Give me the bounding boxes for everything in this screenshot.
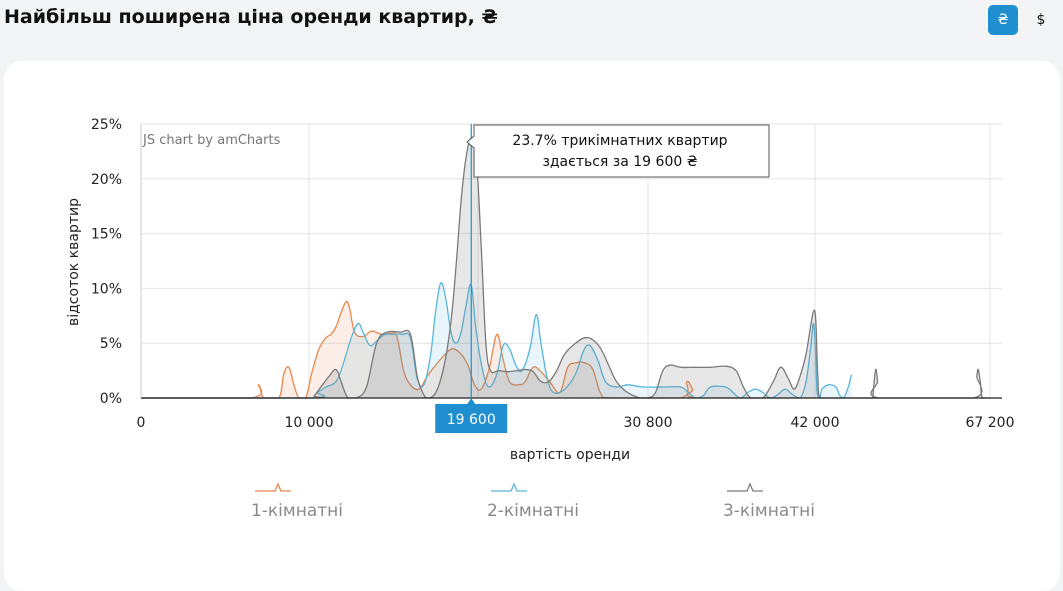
- y-tick-label: 5%: [100, 336, 122, 352]
- cursor-x-label-box: [435, 404, 508, 433]
- currency-usd-button[interactable]: $: [1026, 5, 1056, 35]
- legend-item-1[interactable]: 1-кімнатні: [251, 482, 343, 521]
- legend-marker: [255, 482, 291, 492]
- y-tick-label: 10%: [91, 281, 122, 297]
- chart-tooltip: 23.7% трикімнатних квартир здається за 1…: [466, 124, 770, 178]
- x-tick-label: 10 000: [285, 415, 334, 431]
- chart-cursor: 19 600: [435, 124, 508, 433]
- chart: JS chart by amCharts вартість оренди від…: [66, 117, 1015, 521]
- legend-label: 2-кімнатні: [487, 501, 579, 521]
- y-tick-label: 0%: [100, 391, 122, 407]
- legend-item-3[interactable]: 3-кімнатні: [723, 482, 815, 521]
- x-tick-label: 67 200: [966, 415, 1015, 431]
- x-tick-label: 0: [137, 415, 146, 431]
- tooltip-box: [466, 124, 770, 178]
- legend-item-2[interactable]: 2-кімнатні: [487, 482, 579, 521]
- x-axis-label: вартість оренди: [510, 447, 630, 463]
- page-title: Найбільш поширена ціна оренди квартир, ₴: [4, 6, 498, 28]
- y-axis-label: відсоток квартир: [66, 198, 82, 326]
- series-line-2[interactable]: [141, 282, 853, 399]
- cursor-x-label: 19 600: [447, 412, 496, 428]
- y-tick-label: 15%: [91, 227, 122, 243]
- cursor-pointer: [467, 398, 476, 404]
- x-tick-label: 42 000: [791, 415, 840, 431]
- y-tick-label: 25%: [91, 117, 122, 133]
- legend-marker: [727, 482, 763, 492]
- legend-label: 3-кімнатні: [723, 501, 815, 521]
- x-tick-label: 30 800: [624, 415, 673, 431]
- chart-grid: [141, 123, 1002, 398]
- currency-uah-button[interactable]: ₴: [988, 5, 1018, 35]
- tooltip-line-2: здається за 19 600 ₴: [542, 154, 697, 170]
- y-tick-label: 20%: [91, 172, 122, 188]
- legend-marker: [491, 482, 527, 492]
- chart-watermark[interactable]: JS chart by amCharts: [142, 133, 281, 148]
- tooltip-line-1: 23.7% трикімнатних квартир: [512, 133, 727, 149]
- legend-label: 1-кімнатні: [251, 501, 343, 521]
- chart-legend: 1-кімнатні 2-кімнатні 3-кімнатні: [251, 482, 815, 521]
